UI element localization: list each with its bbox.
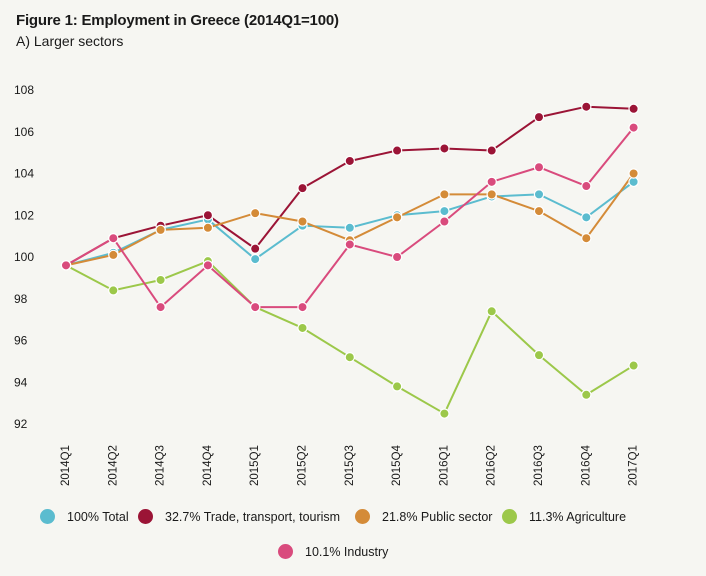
data-point-1-7 [391, 145, 403, 156]
x-tick-label: 2016Q1 [438, 445, 450, 486]
data-point-1-5 [297, 182, 308, 194]
x-tick-label: 2014Q4 [202, 444, 214, 486]
data-point-4-11 [581, 180, 592, 192]
y-tick-label: 96 [14, 334, 28, 348]
data-point-0-4 [249, 253, 261, 265]
data-point-3-11 [581, 389, 592, 400]
data-point-3-10 [533, 349, 545, 361]
data-point-3-6 [344, 352, 355, 363]
x-tick-label: 2016Q2 [486, 445, 498, 486]
data-point-4-12 [628, 122, 639, 133]
x-tick-label: 2016Q4 [580, 444, 592, 486]
y-tick-label: 104 [14, 167, 34, 181]
x-tick-label: 2017Q1 [628, 445, 640, 486]
data-point-3-5 [297, 322, 308, 334]
data-point-4-6 [344, 239, 355, 250]
data-point-3-12 [628, 360, 639, 371]
data-point-2-8 [439, 189, 450, 200]
data-point-2-4 [249, 207, 261, 219]
data-point-1-9 [486, 145, 497, 156]
x-tick-label: 2014Q3 [155, 445, 167, 486]
data-point-0-11 [581, 212, 592, 223]
data-point-4-10 [533, 162, 545, 173]
y-tick-label: 92 [14, 417, 28, 431]
x-tick-label: 2015Q4 [391, 444, 403, 486]
data-point-3-1 [108, 285, 119, 296]
data-point-2-10 [533, 205, 545, 217]
x-tick-label: 2016Q3 [533, 445, 545, 486]
data-point-1-6 [344, 155, 355, 167]
data-point-2-2 [155, 224, 166, 236]
y-tick-label: 100 [14, 250, 34, 264]
data-point-0-10 [533, 189, 545, 200]
data-point-3-9 [486, 306, 497, 317]
data-point-2-12 [628, 168, 639, 179]
data-point-3-8 [439, 408, 450, 419]
data-point-2-11 [581, 233, 592, 244]
data-point-2-7 [391, 212, 403, 223]
data-point-4-5 [297, 301, 308, 313]
y-tick-label: 106 [14, 125, 34, 139]
y-tick-label: 98 [14, 292, 28, 306]
data-point-4-4 [249, 301, 261, 313]
data-point-4-3 [202, 260, 214, 271]
data-point-2-5 [297, 216, 308, 227]
data-point-1-12 [628, 103, 639, 114]
data-point-1-4 [249, 243, 261, 254]
data-point-4-0 [60, 260, 72, 271]
x-tick-label: 2014Q1 [60, 445, 72, 486]
data-point-4-1 [108, 233, 119, 244]
y-tick-label: 102 [14, 208, 34, 222]
series-line-3 [65, 260, 635, 415]
data-point-4-7 [391, 251, 403, 263]
data-point-2-9 [486, 189, 497, 200]
x-tick-label: 2015Q1 [249, 445, 261, 486]
data-point-2-3 [202, 222, 214, 233]
data-point-1-3 [202, 210, 214, 221]
series-line-2 [65, 172, 635, 267]
data-point-1-11 [581, 101, 592, 112]
data-point-3-2 [155, 274, 166, 286]
chart-subtitle: A) Larger sectors [16, 33, 124, 49]
y-tick-label: 94 [14, 375, 28, 389]
data-point-4-8 [439, 216, 450, 227]
data-point-4-2 [155, 301, 166, 313]
x-tick-label: 2014Q2 [107, 445, 119, 486]
data-point-4-9 [486, 176, 497, 188]
x-tick-label: 2015Q2 [297, 445, 309, 486]
x-tick-label: 2015Q3 [344, 445, 356, 486]
y-tick-label: 108 [14, 83, 34, 97]
chart-title: Figure 1: Employment in Greece (2014Q1=1… [16, 12, 339, 29]
data-point-2-1 [108, 249, 119, 261]
data-point-1-10 [533, 111, 545, 123]
data-point-0-8 [439, 205, 450, 217]
data-point-1-8 [439, 143, 450, 154]
data-point-0-6 [344, 222, 355, 233]
data-point-3-7 [391, 381, 403, 392]
